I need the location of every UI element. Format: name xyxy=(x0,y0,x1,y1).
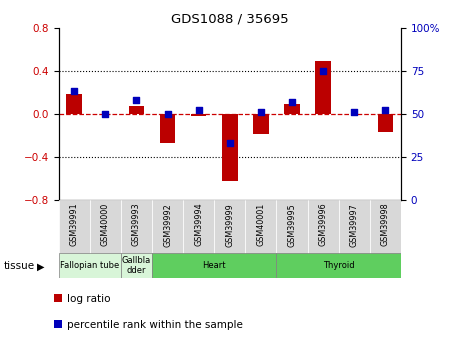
Point xyxy=(102,111,109,117)
Text: Fallopian tube: Fallopian tube xyxy=(60,261,120,270)
Bar xyxy=(152,200,183,254)
Bar xyxy=(339,200,370,254)
Bar xyxy=(222,114,238,181)
Bar xyxy=(121,200,152,254)
Point xyxy=(257,109,265,115)
Bar xyxy=(67,95,82,114)
Bar xyxy=(315,61,331,114)
Text: GSM39999: GSM39999 xyxy=(225,203,234,247)
Bar xyxy=(370,200,401,254)
Bar xyxy=(59,200,90,254)
Text: GSM39992: GSM39992 xyxy=(163,203,172,247)
Point xyxy=(70,89,78,94)
Text: GSM39996: GSM39996 xyxy=(318,203,328,246)
Point xyxy=(195,108,203,113)
Bar xyxy=(245,200,277,254)
Bar xyxy=(378,114,393,132)
Text: percentile rank within the sample: percentile rank within the sample xyxy=(67,321,243,330)
Bar xyxy=(152,253,277,278)
Text: GSM39994: GSM39994 xyxy=(194,203,203,246)
Bar xyxy=(59,253,121,278)
Point xyxy=(164,111,171,117)
Text: GSM39993: GSM39993 xyxy=(132,203,141,246)
Text: Thyroid: Thyroid xyxy=(323,261,355,270)
Text: GSM39998: GSM39998 xyxy=(381,203,390,246)
Bar xyxy=(277,253,401,278)
Text: Heart: Heart xyxy=(203,261,226,270)
Point xyxy=(319,68,327,73)
Bar xyxy=(191,114,206,116)
Text: GSM39995: GSM39995 xyxy=(287,203,296,247)
Bar xyxy=(253,114,269,134)
Bar xyxy=(183,200,214,254)
Bar xyxy=(308,200,339,254)
Text: log ratio: log ratio xyxy=(67,295,111,304)
Text: GSM39991: GSM39991 xyxy=(70,203,79,246)
Text: GSM39997: GSM39997 xyxy=(350,203,359,247)
Title: GDS1088 / 35695: GDS1088 / 35695 xyxy=(171,12,288,25)
Point xyxy=(226,140,234,146)
Text: tissue: tissue xyxy=(4,262,35,271)
Point xyxy=(288,99,296,105)
Text: GSM40000: GSM40000 xyxy=(101,203,110,246)
Point xyxy=(350,109,358,115)
Bar xyxy=(129,106,144,114)
Text: ▶: ▶ xyxy=(37,262,44,271)
Text: GSM40001: GSM40001 xyxy=(257,203,265,246)
Bar xyxy=(160,114,175,143)
Point xyxy=(382,108,389,113)
Bar xyxy=(121,253,152,278)
Bar xyxy=(90,200,121,254)
Point xyxy=(133,97,140,103)
Text: Gallbla
dder: Gallbla dder xyxy=(122,256,151,275)
Bar xyxy=(214,200,245,254)
Bar xyxy=(277,200,308,254)
Bar xyxy=(284,104,300,114)
